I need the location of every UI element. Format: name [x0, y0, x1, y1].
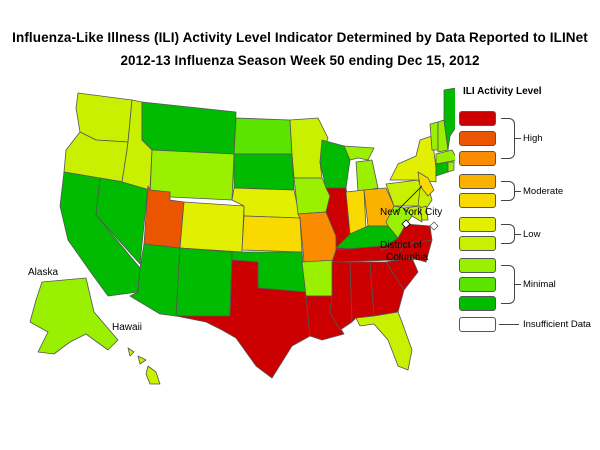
legend-brace-high: [501, 118, 515, 159]
legend-swatch-level-1: [459, 296, 496, 311]
state-MA: [435, 149, 455, 165]
ili-legend: ILI Activity Level High Moderate Low Min…: [455, 86, 600, 346]
state-FL: [355, 311, 413, 371]
label-new-york-city: New York City: [380, 207, 442, 218]
legend-swatch-level-7: [459, 174, 496, 189]
state-RI: [447, 161, 455, 173]
state-HI: [127, 347, 161, 385]
state-IN: [345, 189, 367, 235]
legend-title: ILI Activity Level: [463, 86, 542, 97]
legend-brace-minimal: [501, 265, 515, 304]
label-hawaii: Hawaii: [112, 322, 142, 333]
legend-swatch-level-3: [459, 258, 496, 273]
legend-swatch-level-9: [459, 131, 496, 146]
state-ME: [443, 87, 455, 151]
map-subtitle: 2012-13 Influenza Season Week 50 ending …: [120, 53, 480, 68]
state-NM: [175, 247, 233, 317]
legend-swatch-level-5: [459, 217, 496, 232]
state-MN: [289, 117, 329, 179]
legend-brace-moderate: [501, 181, 515, 201]
state-TX: [175, 259, 311, 379]
legend-swatch-level-8: [459, 151, 496, 166]
state-NY: [389, 135, 437, 183]
legend-label-high: High: [523, 133, 543, 144]
state-CT: [435, 161, 449, 177]
state-KS: [241, 215, 303, 253]
legend-swatch-level-4: [459, 236, 496, 251]
state-AR: [301, 259, 337, 297]
legend-swatch-level-10: [459, 111, 496, 126]
state-ND: [233, 117, 293, 155]
dc-pointer-icon: [401, 219, 411, 229]
legend-swatch-level-6: [459, 193, 496, 208]
legend-label-low: Low: [523, 229, 541, 240]
legend-swatch-level-2: [459, 277, 496, 292]
label-alaska: Alaska: [28, 267, 58, 278]
state-NYC: [417, 171, 435, 197]
state-MD: [403, 205, 423, 223]
legend-brace-low: [501, 224, 515, 244]
legend-swatch-level-0: [459, 317, 496, 332]
state-GA: [369, 261, 405, 317]
legend-label-insufficient-data: Insufficient Data: [523, 319, 591, 330]
state-DC: [429, 221, 439, 231]
map-title: Influenza-Like Illness (ILI) Activity Le…: [12, 30, 588, 45]
nyc-pointer-line: [395, 185, 423, 213]
label-dc-line2: Columbia: [386, 252, 429, 263]
legend-label-minimal: Minimal: [523, 279, 556, 290]
us-ili-map: New York City District of Columbia Alask…: [28, 87, 455, 385]
state-MI: [343, 145, 379, 193]
state-AK: [29, 277, 119, 355]
state-CO: [179, 201, 245, 253]
legend-label-moderate: Moderate: [523, 186, 564, 197]
state-SD: [233, 153, 295, 191]
state-MT: [141, 101, 237, 155]
label-dc-line1: District of: [380, 240, 422, 251]
